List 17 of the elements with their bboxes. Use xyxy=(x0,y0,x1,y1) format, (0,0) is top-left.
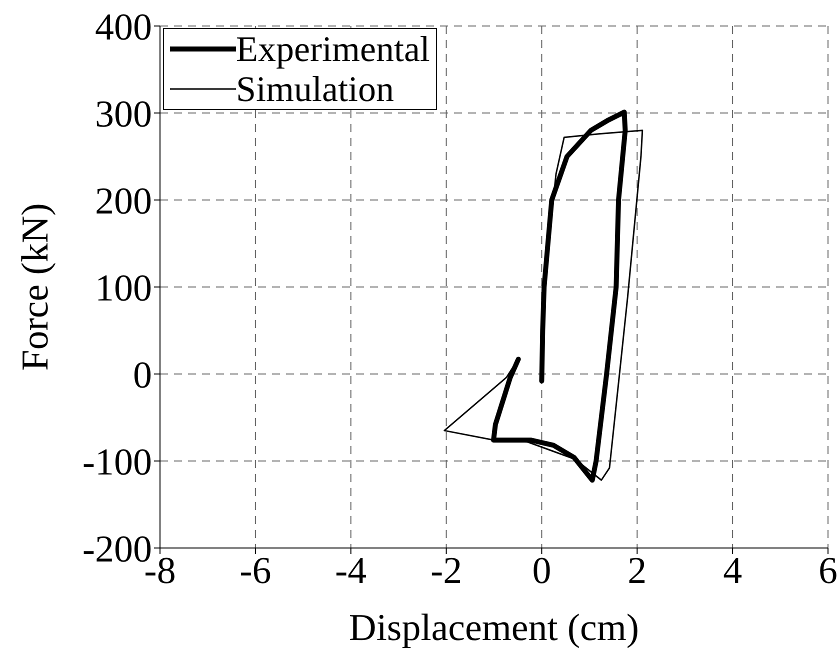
y-tick-label: 100 xyxy=(95,267,152,310)
x-tick-label: 0 xyxy=(532,550,552,592)
x-tick-label: 2 xyxy=(628,550,647,592)
x-tick-label: 4 xyxy=(723,550,742,592)
x-axis-title: Displacement (cm) xyxy=(348,607,640,649)
y-tick-label: 0 xyxy=(133,354,152,396)
y-tick-label: 400 xyxy=(95,6,152,48)
y-tick-label: 300 xyxy=(95,93,152,136)
y-tick-label: -100 xyxy=(82,441,152,484)
x-tick-label: -6 xyxy=(240,550,272,592)
x-tick-label: 6 xyxy=(818,550,838,592)
x-tick-label: -2 xyxy=(430,550,462,592)
y-tick-label: 200 xyxy=(95,180,152,222)
legend-label: Experimental xyxy=(236,29,430,69)
x-tick-label: -4 xyxy=(335,550,367,592)
y-axis-title: Force (kN) xyxy=(14,203,56,371)
legend-label: Simulation xyxy=(236,69,394,109)
